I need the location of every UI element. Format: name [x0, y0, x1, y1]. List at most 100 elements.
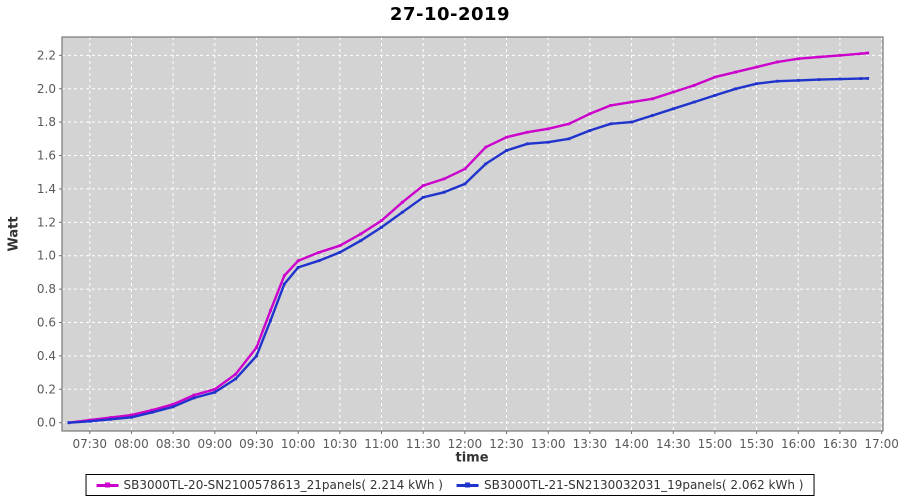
y-tick-label: 0.2: [37, 382, 56, 396]
data-point-marker: [505, 149, 508, 152]
y-tick-label: 0.0: [37, 416, 56, 430]
x-tick-label: 15:30: [739, 437, 774, 451]
data-point-marker: [192, 396, 196, 400]
data-point-marker: [109, 416, 112, 419]
data-point-marker: [630, 100, 633, 104]
data-point-marker: [296, 259, 300, 263]
data-point-marker: [317, 251, 321, 254]
data-point-marker: [109, 417, 112, 421]
x-tick-label: 13:30: [573, 437, 608, 451]
data-point-marker: [234, 372, 237, 376]
data-point-marker: [338, 251, 342, 254]
data-point-marker: [130, 415, 133, 419]
legend: SB3000TL-20-SN2100578613_21panels( 2.214…: [85, 474, 815, 496]
data-point-marker: [269, 309, 272, 313]
plot-border: [61, 36, 884, 432]
y-tick-label: 1.2: [37, 215, 56, 229]
x-tick-label: 08:00: [114, 437, 149, 451]
data-point-marker: [546, 140, 550, 144]
data-point-marker: [463, 167, 467, 171]
data-point-marker: [546, 127, 550, 131]
legend-label: SB3000TL-21-SN2130032031_19panels( 2.062…: [484, 478, 804, 492]
data-point-marker: [192, 393, 196, 397]
data-point-marker: [526, 130, 529, 134]
data-point-marker: [734, 70, 738, 74]
data-point-marker: [567, 137, 571, 141]
data-point-marker: [692, 84, 696, 87]
data-point-marker: [234, 377, 237, 381]
data-point-marker: [442, 190, 446, 194]
data-point-marker: [484, 145, 488, 149]
data-point-marker: [713, 94, 717, 97]
x-tick-label: 10:00: [281, 437, 316, 451]
x-tick-label: 12:30: [489, 437, 524, 451]
x-tick-label: 15:00: [698, 437, 733, 451]
x-tick-label: 09:00: [198, 437, 233, 451]
data-point-marker: [171, 405, 175, 409]
x-tick-label: 11:00: [364, 437, 399, 451]
x-tick-label: 17:00: [864, 437, 899, 451]
data-point-marker: [400, 210, 404, 214]
data-point-marker: [255, 346, 258, 349]
axis-ticks: 07:30 08:00 08:30 09:00 09:30 10:00 10:30 11:00…: [37, 48, 899, 451]
data-point-marker: [734, 87, 738, 91]
x-tick-label: 13:00: [531, 437, 566, 451]
x-tick-label: 11:30: [406, 437, 441, 451]
data-point-marker: [359, 232, 363, 236]
data-point-marker: [380, 219, 383, 222]
data-point-marker: [651, 114, 654, 117]
x-tick-label: 10:30: [323, 437, 358, 451]
data-point-marker: [317, 259, 321, 263]
data-point-marker: [609, 122, 613, 126]
data-point-marker: [338, 244, 342, 248]
y-tick-label: 1.4: [37, 182, 56, 196]
series-magenta: [67, 51, 870, 425]
y-tick-label: 1.8: [37, 115, 56, 129]
data-point-marker: [817, 78, 821, 81]
data-point-marker: [713, 75, 717, 79]
x-axis-label: time: [455, 450, 489, 466]
data-point-marker: [567, 122, 571, 126]
data-point-marker: [282, 282, 286, 286]
series-blue: [67, 77, 870, 425]
x-tick-label: 12:00: [448, 437, 483, 451]
data-point-marker: [588, 129, 592, 132]
data-point-marker: [150, 408, 154, 412]
data-point-marker: [609, 104, 613, 107]
x-tick-label: 08:30: [156, 437, 191, 451]
data-point-marker: [269, 319, 272, 323]
data-point-marker: [296, 266, 300, 269]
data-point-marker: [484, 162, 488, 166]
data-point-marker: [88, 419, 92, 423]
data-point-marker: [359, 239, 363, 243]
y-tick-label: 0.8: [37, 282, 56, 296]
data-point-marker: [588, 112, 592, 116]
data-point-marker: [421, 184, 425, 187]
data-point-marker: [796, 79, 800, 82]
y-tick-label: 0.4: [37, 349, 56, 363]
data-point-marker: [776, 79, 779, 83]
data-point-marker: [130, 413, 133, 417]
data-point-marker: [255, 354, 258, 358]
data-point-marker: [859, 77, 863, 80]
data-point-marker: [400, 200, 404, 204]
x-tick-label: 14:00: [614, 437, 649, 451]
x-tick-label: 09:30: [239, 437, 274, 451]
data-point-marker: [213, 390, 217, 394]
gridlines: [62, 37, 883, 431]
legend-label: SB3000TL-20-SN2100578613_21panels( 2.214…: [123, 478, 443, 492]
y-tick-label: 2.2: [37, 48, 56, 62]
data-point-marker: [866, 77, 870, 80]
chart-title: 27-10-2019: [389, 4, 511, 25]
legend-line-swatch: [457, 483, 479, 487]
data-point-marker: [171, 402, 175, 406]
data-point-marker: [755, 82, 758, 86]
y-tick-label: 1.6: [37, 149, 56, 163]
y-axis-label: Watt: [6, 216, 22, 252]
data-point-marker: [463, 182, 467, 186]
data-point-marker: [67, 421, 71, 425]
data-point-marker: [380, 225, 383, 229]
data-point-marker: [671, 90, 675, 94]
